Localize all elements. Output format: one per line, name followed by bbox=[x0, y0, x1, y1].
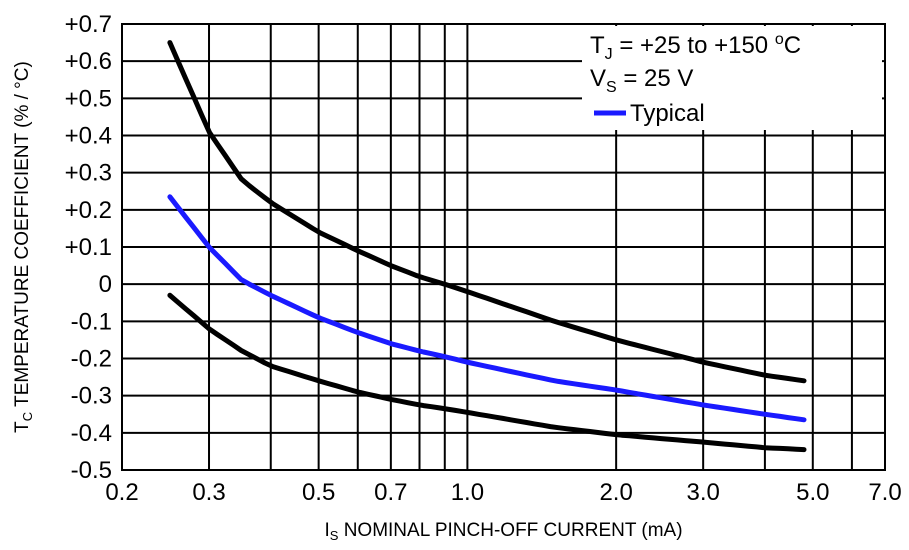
x-tick-label: 7.0 bbox=[868, 479, 901, 506]
y-tick-label: -0.5 bbox=[71, 457, 112, 484]
legend-label-typical: Typical bbox=[630, 100, 705, 127]
plot-frame bbox=[121, 23, 886, 471]
y-tick-label: -0.1 bbox=[71, 308, 112, 335]
y-tick-label: +0.6 bbox=[65, 48, 112, 75]
y-tick-label: -0.4 bbox=[71, 420, 112, 447]
x-tick-label: 2.0 bbox=[599, 479, 632, 506]
y-tick-label: +0.5 bbox=[65, 85, 112, 112]
x-tick-labels: 0.2 0.3 0.5 0.7 1.0 2.0 3.0 5.0 7.0 bbox=[105, 479, 901, 506]
x-axis-label: IS NOMINAL PINCH-OFF CURRENT (mA) bbox=[324, 520, 682, 543]
y-axis-label: TC TEMPERATURE COEFFICIENT (% / °C) bbox=[12, 61, 35, 433]
legend-box bbox=[582, 26, 882, 130]
y-tick-label: 0 bbox=[99, 271, 112, 298]
y-tick-label: +0.4 bbox=[65, 123, 112, 150]
x-tick-label: 0.2 bbox=[105, 479, 138, 506]
x-tick-label: 1.0 bbox=[451, 479, 484, 506]
y-tick-label: +0.2 bbox=[65, 197, 112, 224]
y-tick-label: +0.7 bbox=[65, 11, 112, 38]
legend: TJ = +25 to +150 oC VS = 25 V Typical bbox=[582, 26, 882, 130]
x-tick-label: 0.3 bbox=[192, 479, 225, 506]
series-line-typical bbox=[167, 194, 807, 423]
series-layer bbox=[167, 40, 807, 453]
series-line-lower-limit bbox=[167, 292, 807, 453]
x-tick-label: 3.0 bbox=[686, 479, 719, 506]
y-tick-label: -0.2 bbox=[71, 346, 112, 373]
annotation-junction-temperature: TJ = +25 to +150 oC bbox=[590, 31, 801, 63]
x-tick-label: 0.7 bbox=[374, 479, 407, 506]
y-tick-label: +0.1 bbox=[65, 234, 112, 261]
y-tick-label: -0.3 bbox=[71, 383, 112, 410]
y-tick-label: +0.3 bbox=[65, 160, 112, 187]
annotation-supply-voltage: VS = 25 V bbox=[590, 65, 693, 96]
x-tick-label: 0.5 bbox=[302, 479, 335, 506]
y-tick-labels: +0.7 +0.6 +0.5 +0.4 +0.3 +0.2 +0.1 0 -0.1 -0.2 -0.… bbox=[65, 11, 112, 484]
series-line-upper-limit bbox=[167, 40, 807, 384]
x-tick-label: 5.0 bbox=[796, 479, 829, 506]
